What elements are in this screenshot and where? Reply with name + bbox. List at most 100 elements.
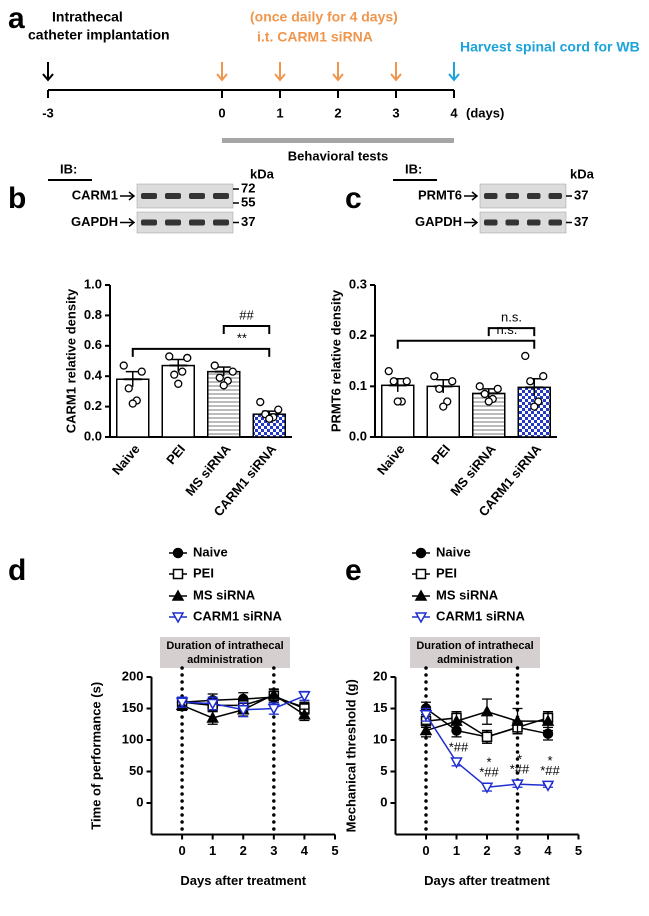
y-tick-label: 0.4 [84,368,103,383]
tick-label: 4 [450,105,458,120]
significance-label: * [547,753,552,768]
event-label: Intrathecal [52,9,123,25]
data-point [384,366,393,376]
y-tick-label: 0.0 [349,428,367,443]
tick-label: 2 [334,105,341,120]
legend-marker [172,547,184,559]
bar [161,364,195,438]
y-tick-label: 0.2 [349,327,367,342]
blot-band [527,219,541,226]
duration-box [160,637,290,668]
significance-label: * [486,755,491,770]
legend-marker [414,612,428,624]
blot-arrow-head [471,217,479,228]
y-tick-label: 10 [373,731,387,746]
x-tick-label: 5 [331,843,338,858]
y-tick-label: 15 [373,700,387,715]
significance-label: *## [540,763,560,778]
tick-label: 1 [276,105,283,120]
bar [381,384,415,438]
x-tick-label: 4 [301,843,309,858]
data-point [484,397,493,406]
blot-band [189,193,205,199]
significance-bracket [222,325,271,335]
y-tick-label: 0 [380,794,387,809]
marker [541,714,555,726]
legend-marker [171,589,185,601]
blot-band [527,193,541,199]
y-tick-label: 0.3 [349,276,367,291]
arrow-head [42,73,54,82]
marker [481,731,493,743]
x-tick-label: 3 [514,843,521,858]
legend-marker [414,589,428,601]
marker [419,710,433,722]
data-point [183,353,192,363]
marker [511,779,524,791]
data-point [165,352,174,361]
data-point [178,367,187,376]
data-point [448,377,457,386]
legend-marker [415,568,427,580]
blot-band [189,219,205,226]
axis-unit: (days) [466,105,504,120]
data-point [402,377,411,386]
significance-label: n.s. [496,322,517,337]
legend-label: CARM1 siRNA [193,608,282,623]
marker [298,708,311,720]
blot-row-label: CARM1 [72,187,118,202]
event-label: catheter implantation [28,27,170,43]
y-tick-label: 0.6 [84,337,102,352]
marker [450,714,463,726]
y-tick-label: 150 [122,700,144,715]
panel-label: d [8,554,26,587]
y-axis-label: CARM1 relative density [63,288,78,433]
data-point [435,384,444,394]
legend-label: Naive [193,544,228,559]
x-tick-label: 5 [575,843,582,858]
x-tick-label: 2 [483,843,490,858]
data-point [530,402,539,411]
x-tick-label: 0 [178,843,185,858]
blot-header: IB: [405,161,422,176]
blot-band [548,193,562,199]
significance-label: * [517,752,522,767]
legend-label: MS siRNA [436,587,499,602]
marker-label: 55 [241,194,255,209]
x-tick-label: 0 [422,843,429,858]
blot-band [141,193,157,199]
blot-band [484,193,498,199]
marker [298,691,311,703]
data-point [475,382,484,391]
blot-band [213,219,229,226]
y-tick-label: 0.2 [84,398,102,413]
duration-label: administration [437,654,513,666]
data-point [480,389,489,399]
tick-label: -3 [42,105,54,120]
behavioral-tests-bar [222,138,454,143]
event-label: (once daily for 4 days) [250,9,398,25]
event-label: Harvest spinal cord for WB [460,39,640,55]
data-point [493,384,502,394]
marker [175,697,189,709]
marker [480,782,494,794]
y-tick-label: 5 [380,763,387,778]
blot-band [165,193,181,199]
data-point [170,370,179,379]
panel-label: c [345,182,362,215]
significance-label: ## [239,307,254,322]
significance-bracket [487,327,536,337]
blot-band [141,219,157,226]
data-point [430,372,439,381]
marker [541,780,555,792]
blot-band [548,219,562,226]
marker [511,714,524,726]
marker-label: 37 [241,214,255,229]
behavioral-tests-label: Behavioral tests [288,148,388,163]
y-axis-label: Mechanical threshold (g) [343,679,358,832]
marker [480,705,494,717]
x-axis-label: Days after treatment [180,873,306,888]
blot-band [505,219,519,226]
